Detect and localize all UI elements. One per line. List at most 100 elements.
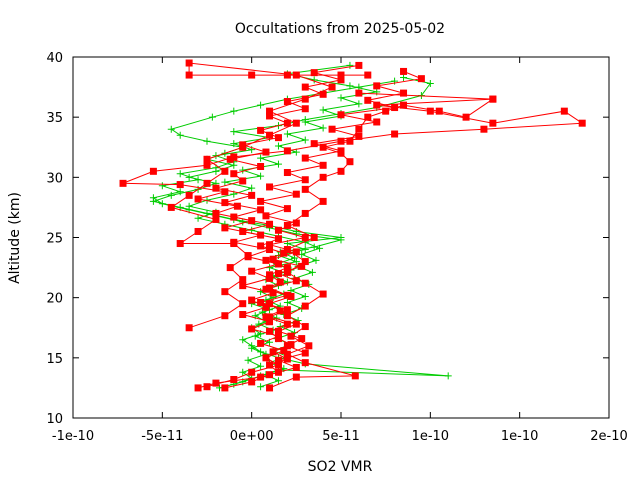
data-point-square [266,327,274,335]
data-point-square [337,137,345,145]
data-point-square [287,341,295,349]
data-point-square [301,258,309,266]
data-point-square [292,119,300,127]
data-point-square [257,373,265,381]
data-point-square [292,71,300,79]
data-point-square [248,217,256,225]
data-point-plus [239,166,247,174]
data-point-square [212,209,220,217]
data-point-square [283,205,291,213]
data-point-square [257,242,265,250]
data-point-plus [346,82,354,90]
data-point-plus [257,362,265,370]
data-point-plus [158,200,166,208]
data-point-square [283,320,291,328]
data-point-plus [426,79,434,87]
data-point-square [185,71,193,79]
y-axis-ticks: 10 15 20 25 30 35 40 [46,51,609,427]
data-point-plus [167,191,175,199]
series-0 [119,59,586,392]
data-point-plus [274,160,282,168]
data-point-square [226,155,234,163]
data-point-plus [283,130,291,138]
data-point-square [274,270,282,278]
data-point-square [230,170,238,178]
data-point-square [221,167,229,175]
data-point-square [274,235,282,243]
data-point-square [194,384,202,392]
data-point-square [266,318,274,326]
data-point-square [266,220,274,228]
data-point-plus [248,184,256,192]
data-point-plus [291,254,299,262]
data-point-plus [337,94,345,102]
data-point-square [167,203,175,211]
data-point-plus [176,131,184,139]
data-point-plus [301,136,309,144]
data-point-square [310,234,318,241]
data-point-square [212,379,220,387]
data-point-square [257,197,265,205]
data-point-square [364,71,372,79]
data-point-square [248,71,256,79]
data-point-square [301,83,309,91]
x-tick-label: -1e-10 [52,429,94,444]
data-point-square [276,278,284,286]
data-point-square [319,197,327,205]
data-point-square [274,361,282,369]
data-point-square [292,190,300,198]
data-point-plus [292,258,300,266]
data-point-square [203,383,211,391]
data-point-square [355,89,363,97]
data-point-square [176,240,184,248]
data-point-square [274,226,282,234]
data-point-square [266,241,274,249]
data-point-plus [221,178,229,186]
data-point-square [248,296,256,304]
data-point-square [274,327,282,335]
data-point-square [355,61,363,69]
data-point-square [274,356,282,364]
data-point-square [239,300,247,308]
data-point-square [194,195,202,203]
data-point-square [248,191,256,199]
data-point-square [203,161,211,169]
data-point-square [578,119,586,127]
data-point-plus [400,73,408,81]
data-point-plus [158,182,166,190]
data-point-square [391,104,399,112]
data-point-square [283,306,291,314]
data-point-square [266,284,274,292]
data-point-square [301,154,309,162]
data-point-square [301,185,309,193]
data-point-square [248,267,256,275]
data-point-plus [248,226,256,234]
data-point-square [355,132,363,140]
data-point-square [274,332,282,340]
data-point-square [301,105,309,113]
data-point-square [262,148,270,156]
data-point-plus [230,128,238,136]
data-point-plus [301,292,309,300]
data-point-square [301,209,309,217]
data-point-square [221,384,229,392]
data-point-square [489,95,497,103]
data-point-square [337,167,345,175]
data-point-plus [274,142,282,150]
x-tick-label: 5e-11 [322,429,360,444]
data-point-square [283,119,291,127]
data-point-plus [257,154,265,162]
x-tick-label: 0e+00 [230,429,274,444]
data-point-square [400,89,408,97]
data-point-plus [312,256,320,264]
data-point-square [269,255,277,263]
data-point-square [351,372,359,380]
data-point-plus [301,118,309,126]
data-point-plus [287,286,295,294]
y-tick-label: 20 [46,292,63,307]
data-point-square [221,288,229,296]
data-point-square [266,131,274,139]
data-point-plus [257,172,265,180]
data-point-square [239,276,247,284]
